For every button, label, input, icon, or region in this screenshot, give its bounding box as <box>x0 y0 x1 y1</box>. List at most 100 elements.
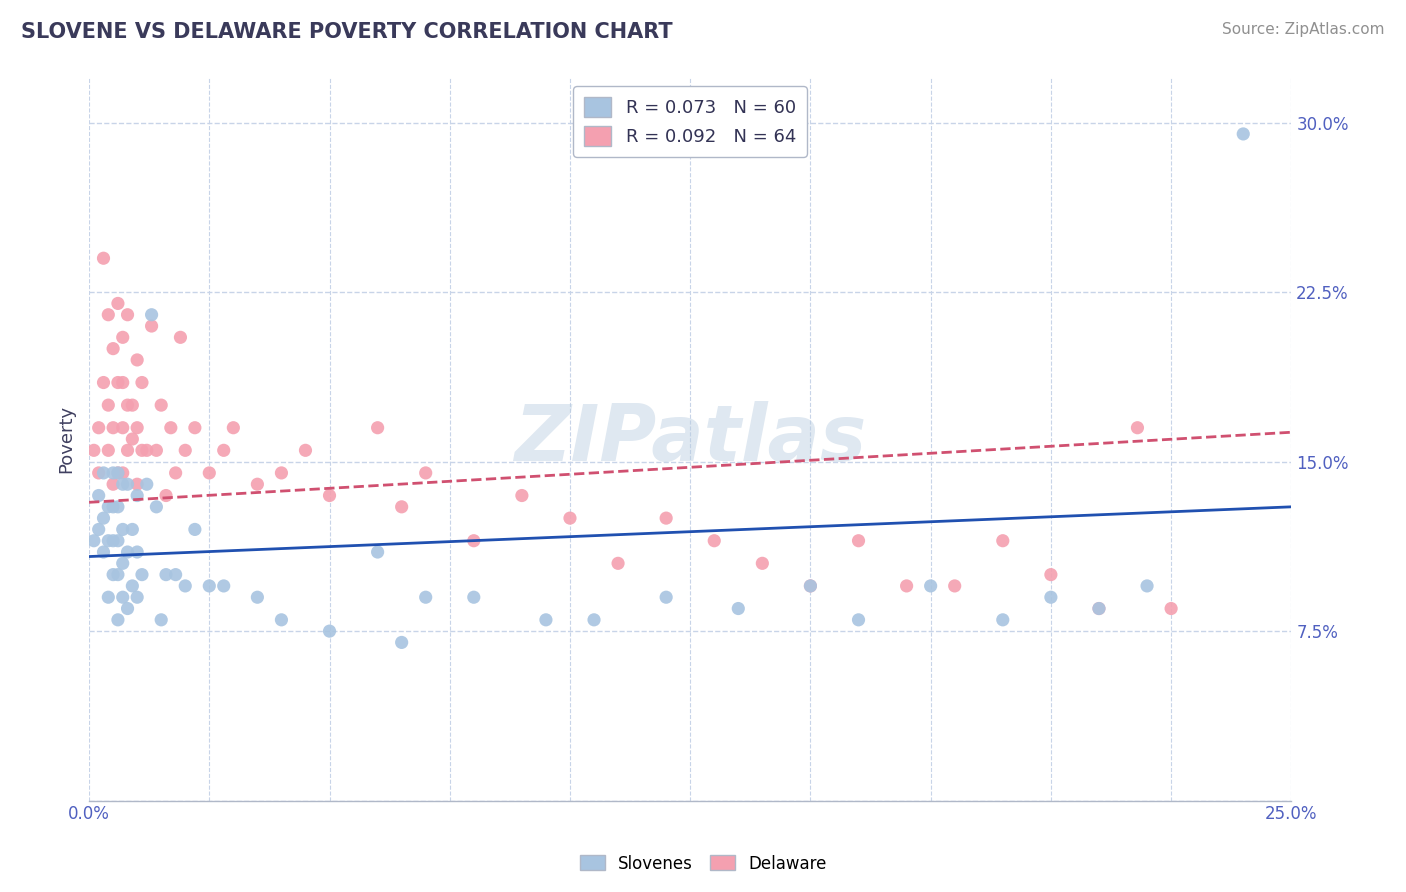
Point <box>212 443 235 458</box>
Legend: R = 0.073   N = 60, R = 0.092   N = 64: R = 0.073 N = 60, R = 0.092 N = 64 <box>574 87 807 157</box>
Point <box>101 342 124 356</box>
Point <box>121 579 143 593</box>
Point <box>463 533 485 548</box>
Point <box>101 477 124 491</box>
Point <box>107 500 129 514</box>
Point <box>558 511 581 525</box>
Point <box>222 421 245 435</box>
Point <box>150 398 173 412</box>
Point <box>510 489 533 503</box>
Point <box>127 421 149 435</box>
Point <box>101 421 124 435</box>
Point <box>93 511 115 525</box>
Point <box>582 613 605 627</box>
Point <box>111 557 134 571</box>
Point <box>111 421 134 435</box>
Point <box>107 296 129 310</box>
Text: Source: ZipAtlas.com: Source: ZipAtlas.com <box>1222 22 1385 37</box>
Point <box>131 443 153 458</box>
Point <box>97 533 120 548</box>
Point <box>415 591 437 605</box>
Point <box>121 398 143 412</box>
Legend: Slovenes, Delaware: Slovenes, Delaware <box>574 848 832 880</box>
Point <box>121 432 143 446</box>
Point <box>169 330 191 344</box>
Point <box>165 567 187 582</box>
Point <box>107 533 129 548</box>
Point <box>367 421 389 435</box>
Point <box>87 421 110 435</box>
Point <box>111 477 134 491</box>
Point <box>97 398 120 412</box>
Point <box>127 545 149 559</box>
Point <box>1232 127 1254 141</box>
Point <box>391 500 413 514</box>
Point <box>97 591 120 605</box>
Point <box>1039 567 1062 582</box>
Point <box>111 330 134 344</box>
Point <box>534 613 557 627</box>
Point <box>111 523 134 537</box>
Point <box>1160 601 1182 615</box>
Point <box>97 443 120 458</box>
Point <box>655 591 678 605</box>
Point <box>246 477 269 491</box>
Point <box>184 523 207 537</box>
Point <box>145 443 167 458</box>
Point <box>703 533 725 548</box>
Point <box>127 591 149 605</box>
Point <box>141 319 163 334</box>
Point <box>270 613 292 627</box>
Point <box>87 523 110 537</box>
Point <box>107 466 129 480</box>
Point <box>848 613 870 627</box>
Point <box>107 613 129 627</box>
Point <box>117 308 139 322</box>
Point <box>318 624 340 639</box>
Point <box>463 591 485 605</box>
Point <box>117 443 139 458</box>
Point <box>165 466 187 480</box>
Point <box>87 489 110 503</box>
Point <box>117 545 139 559</box>
Text: ZIPatlas: ZIPatlas <box>515 401 866 477</box>
Point <box>121 523 143 537</box>
Point <box>145 500 167 514</box>
Point <box>212 579 235 593</box>
Point <box>991 533 1014 548</box>
Point <box>107 376 129 390</box>
Point <box>174 579 197 593</box>
Point <box>159 421 181 435</box>
Point <box>1088 601 1111 615</box>
Point <box>135 477 157 491</box>
Point <box>727 601 749 615</box>
Point <box>1088 601 1111 615</box>
Text: SLOVENE VS DELAWARE POVERTY CORRELATION CHART: SLOVENE VS DELAWARE POVERTY CORRELATION … <box>21 22 672 42</box>
Point <box>848 533 870 548</box>
Point <box>135 443 157 458</box>
Point <box>117 398 139 412</box>
Y-axis label: Poverty: Poverty <box>58 405 75 473</box>
Point <box>799 579 821 593</box>
Point <box>155 489 177 503</box>
Point <box>117 477 139 491</box>
Point <box>93 252 115 266</box>
Point <box>1039 591 1062 605</box>
Point <box>107 567 129 582</box>
Point <box>607 557 630 571</box>
Point <box>943 579 966 593</box>
Point <box>93 545 115 559</box>
Point <box>83 443 105 458</box>
Point <box>101 466 124 480</box>
Point <box>415 466 437 480</box>
Point <box>131 567 153 582</box>
Point <box>367 545 389 559</box>
Point <box>991 613 1014 627</box>
Point <box>93 376 115 390</box>
Point <box>270 466 292 480</box>
Point <box>799 579 821 593</box>
Point <box>131 376 153 390</box>
Point <box>111 466 134 480</box>
Point <box>111 376 134 390</box>
Point <box>184 421 207 435</box>
